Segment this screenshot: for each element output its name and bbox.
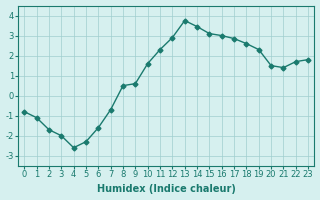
X-axis label: Humidex (Indice chaleur): Humidex (Indice chaleur)	[97, 184, 236, 194]
